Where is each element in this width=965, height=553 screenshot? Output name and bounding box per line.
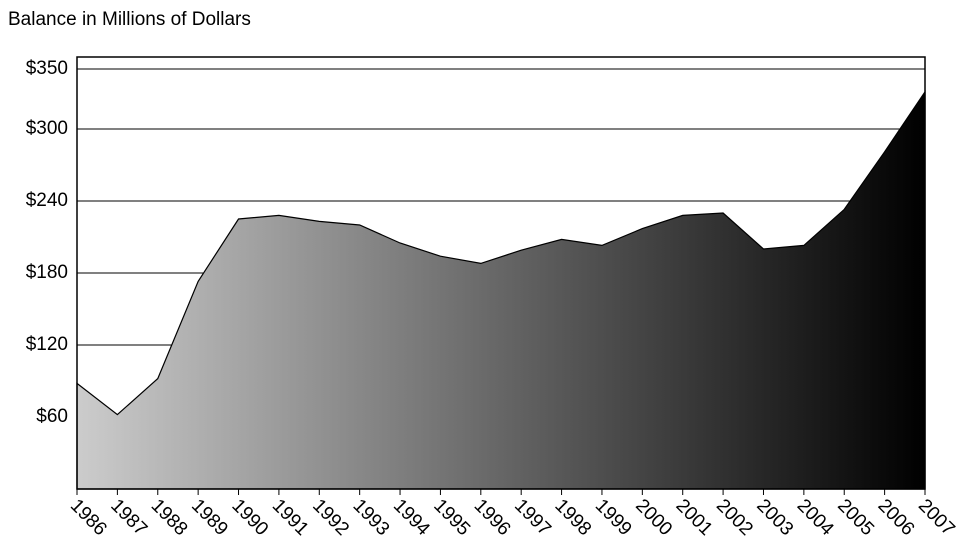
x-tick-label: 2001 [672, 495, 717, 540]
x-tick-label: 1996 [470, 495, 515, 540]
x-tick-label: 2005 [833, 495, 878, 540]
x-tick-label: 1997 [510, 495, 555, 540]
x-tick-label: 1990 [227, 495, 272, 540]
y-tick-label: $60 [36, 406, 68, 427]
x-tick-label: 1991 [268, 495, 313, 540]
x-tick-label: 2007 [914, 495, 959, 540]
y-tick-label: $120 [26, 334, 68, 355]
area [76, 89, 926, 490]
x-tick-label: 1999 [591, 495, 636, 540]
y-tick-label: $240 [26, 190, 68, 211]
y-tick-label: $350 [26, 58, 68, 79]
x-tick-label: 2003 [752, 495, 797, 540]
x-tick-label: 1994 [389, 495, 434, 540]
x-tick-label: 2000 [631, 495, 676, 540]
x-tick-label: 1987 [106, 495, 151, 540]
x-tick-label: 1992 [308, 495, 353, 540]
plot-frame [76, 56, 926, 490]
x-tick-label: 1988 [147, 495, 192, 540]
x-tick-label: 1995 [429, 495, 474, 540]
chart-title: Balance in Millions of Dollars [8, 9, 251, 30]
x-tick-label: 2006 [874, 495, 919, 540]
x-tick-label: 1986 [66, 495, 111, 540]
x-tick-label: 1998 [550, 495, 595, 540]
y-tick-label: $180 [26, 262, 68, 283]
x-tick-label: 2002 [712, 495, 757, 540]
y-tick-label: $300 [26, 118, 68, 139]
x-tick-label: 2004 [793, 495, 838, 540]
x-tick-label: 1989 [187, 495, 232, 540]
x-tick-label: 1993 [349, 495, 394, 540]
